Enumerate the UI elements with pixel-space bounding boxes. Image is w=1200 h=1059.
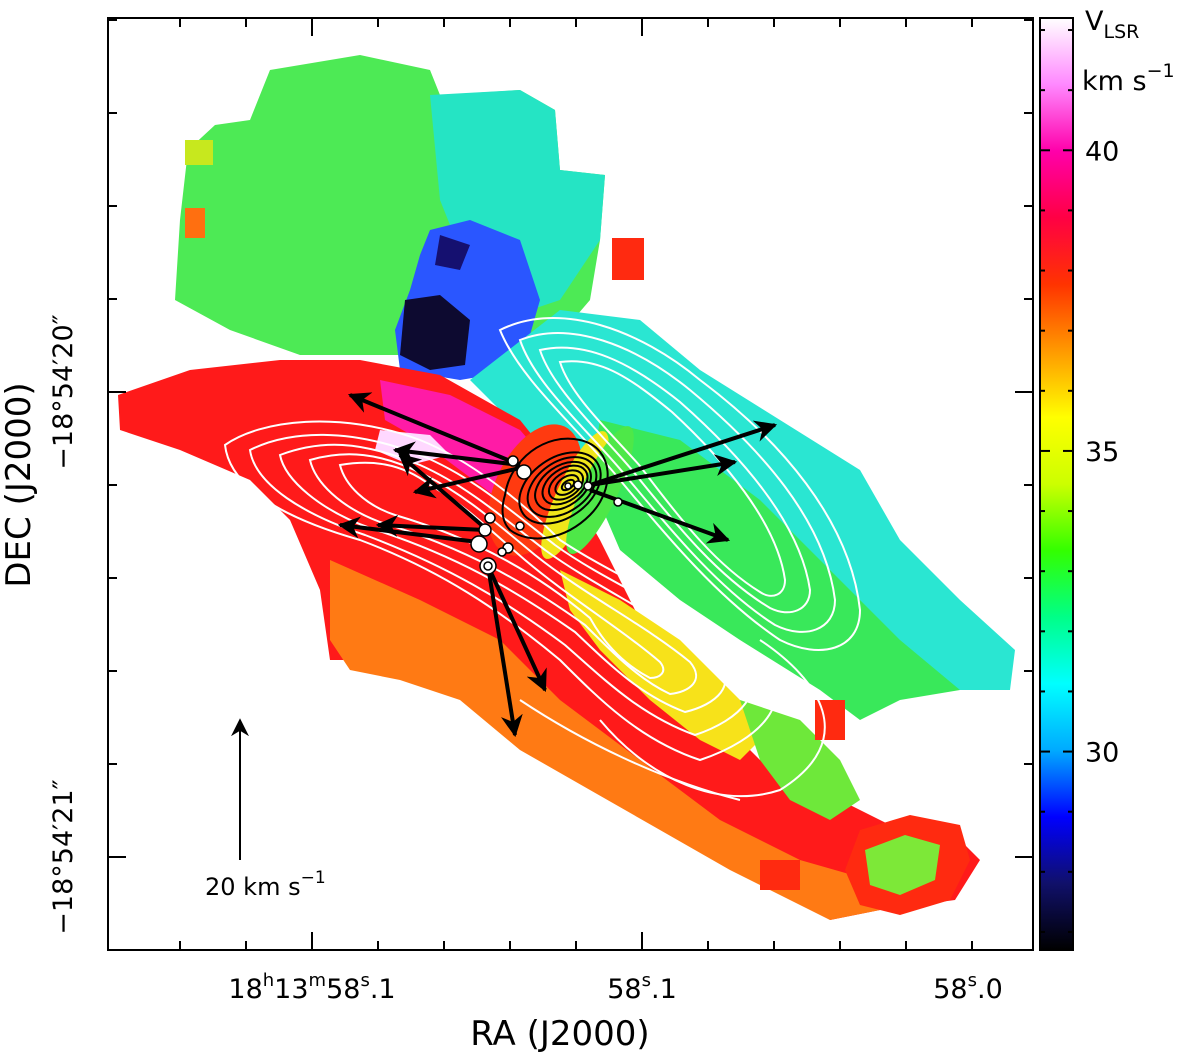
arrow-3 bbox=[412, 466, 521, 499]
arrow-4 bbox=[398, 453, 487, 530]
arrow-9 bbox=[589, 420, 778, 487]
map-region-north-dark2 bbox=[435, 235, 470, 270]
white-contours bbox=[223, 317, 862, 801]
black-contours bbox=[501, 437, 609, 540]
arrow-5 bbox=[375, 514, 486, 537]
map-region-west-red bbox=[118, 360, 980, 920]
colorbar-tick-label: 30 bbox=[1085, 738, 1119, 769]
colorbar: 30 35 40 VLSR km s−1 bbox=[1039, 6, 1175, 951]
arrow-7 bbox=[486, 565, 547, 692]
colorbar-frame bbox=[1039, 17, 1074, 951]
arrow-11 bbox=[589, 488, 731, 544]
map-region-southeast-yellow bbox=[560, 570, 770, 760]
map-patch-2 bbox=[185, 140, 213, 165]
velocity-map bbox=[118, 55, 1015, 920]
scale-bar-label: 20 km s−1 bbox=[205, 868, 326, 901]
colorbar-tick-label: 35 bbox=[1085, 437, 1119, 468]
colorbar-tick-labels: 30 35 40 bbox=[1085, 136, 1119, 768]
x-axis-title: RA (J2000) bbox=[470, 1014, 649, 1054]
y-tick-label-2: −18°54′21″ bbox=[48, 779, 79, 934]
y-tick-label-1: −18°54′20″ bbox=[48, 314, 79, 469]
colorbar-ticks bbox=[1040, 29, 1073, 933]
map-region-southeast-orange bbox=[330, 560, 900, 920]
colorbar-title: VLSR bbox=[1085, 6, 1139, 43]
arrow-8 bbox=[486, 565, 523, 738]
map-region-southeast-green bbox=[740, 700, 860, 820]
map-region-tail-green bbox=[865, 835, 940, 895]
x-tick-label-2: 58s.1 bbox=[607, 970, 677, 1005]
map-patch-5 bbox=[760, 860, 800, 890]
arrow-1 bbox=[347, 392, 521, 467]
x-tick-label-1: 18h13m58s.1 bbox=[228, 970, 395, 1005]
colorbar-tick-label: 40 bbox=[1085, 136, 1119, 167]
map-patch-4 bbox=[815, 700, 845, 740]
maser-spots bbox=[470, 455, 623, 575]
arrow-6 bbox=[337, 516, 479, 544]
map-patch-3 bbox=[185, 208, 205, 238]
map-region-east-green bbox=[590, 420, 960, 720]
y-axis-title: DEC (J2000) bbox=[0, 382, 39, 587]
x-tick-label-3: 58s.0 bbox=[933, 970, 1003, 1005]
colorbar-gradient bbox=[1040, 18, 1073, 950]
proper-motion-arrows bbox=[337, 392, 778, 738]
frame-ticks bbox=[108, 18, 1033, 950]
arrow-10 bbox=[589, 454, 738, 487]
map-region-north-dark bbox=[400, 295, 470, 370]
scale-bar: 20 km s−1 bbox=[205, 718, 326, 901]
map-patch-1 bbox=[612, 238, 644, 280]
colorbar-unit: km s−1 bbox=[1082, 60, 1175, 97]
arrow-2 bbox=[392, 441, 521, 467]
